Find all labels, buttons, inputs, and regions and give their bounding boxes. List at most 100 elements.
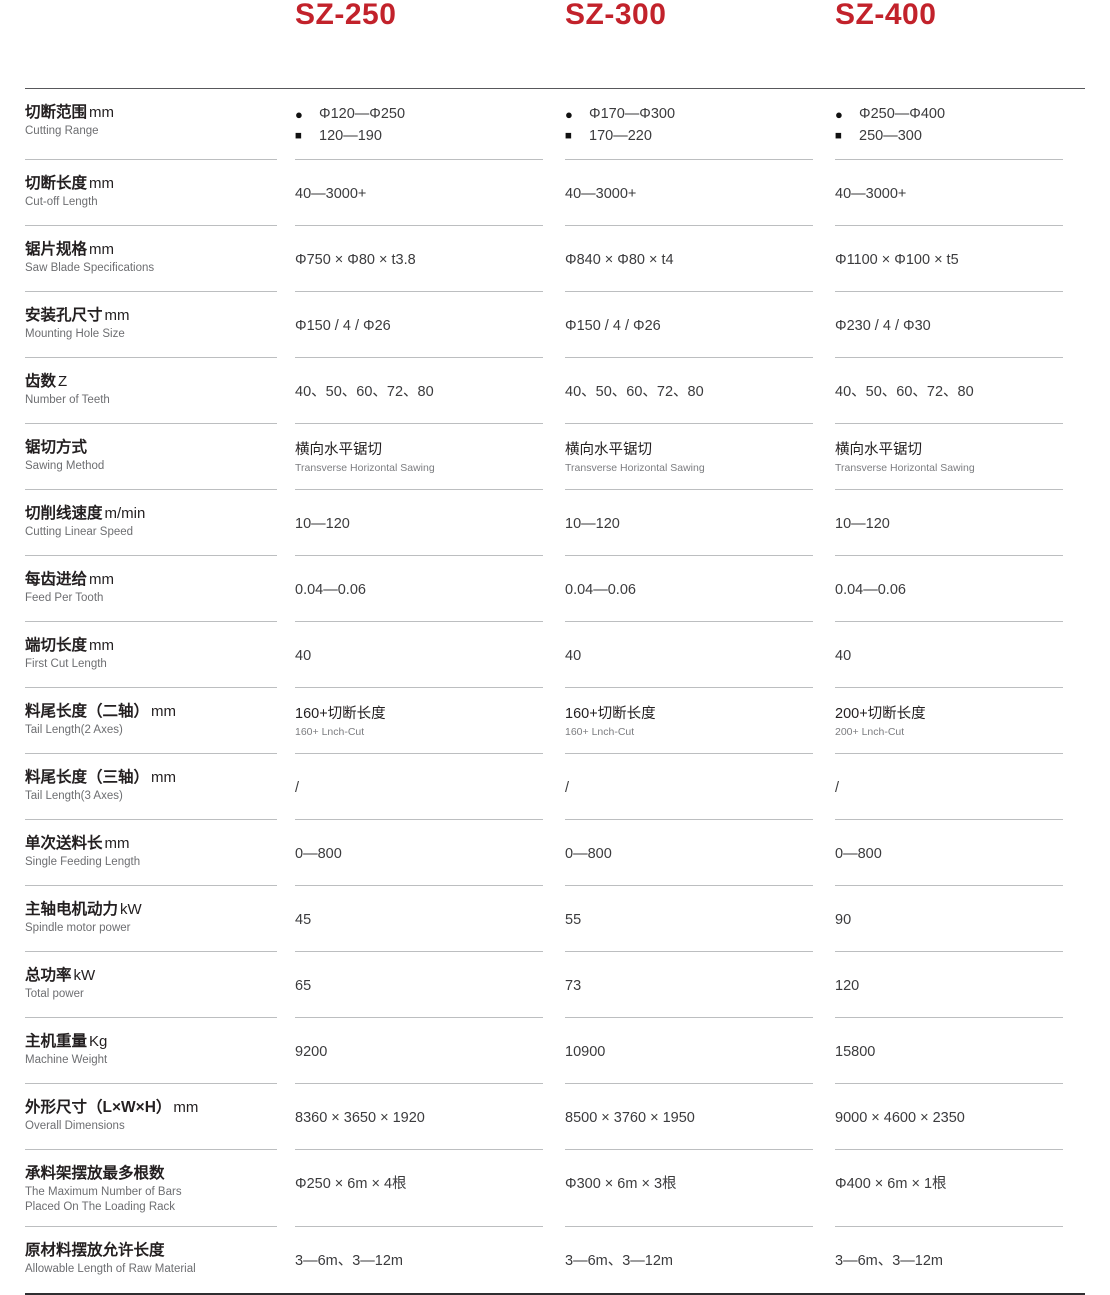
spec-label-en: Allowable Length of Raw Material xyxy=(25,1262,196,1275)
value-text: 0—800 xyxy=(835,845,882,862)
row-divider xyxy=(25,950,277,952)
value-cell-sz300: 0.04—0.06 xyxy=(565,556,835,622)
value-text: 10—120 xyxy=(295,515,350,532)
spec-label-cn: 每齿进给 mm xyxy=(25,570,115,588)
value-text: 10—120 xyxy=(565,515,620,532)
spec-label-cell: 每齿进给 mm Feed Per Tooth xyxy=(25,556,295,622)
round-stock-line: ● Φ250—Φ400 xyxy=(835,103,1063,125)
spec-label-unit: mm xyxy=(89,570,115,588)
row-divider xyxy=(835,620,1063,622)
value-text-cn: 横向水平锯切 xyxy=(835,442,922,459)
value-text-cn: 200+切断长度 xyxy=(835,706,926,723)
value-cell-sz250: 40、50、60、72、80 xyxy=(295,358,565,424)
row-divider xyxy=(295,158,543,160)
spec-label-cell: 外形尺寸（L×W×H） mm Overall Dimensions xyxy=(25,1084,295,1150)
value-cell-sz400: 40 xyxy=(835,622,1085,688)
spec-label-en: Cutting Range xyxy=(25,124,99,137)
spec-label-cell: 锯片规格 mm Saw Blade Specifications xyxy=(25,226,295,292)
value-cell-sz400: 9000 × 4600 × 2350 xyxy=(835,1084,1085,1150)
spec-label-unit xyxy=(87,439,89,456)
row-divider xyxy=(25,224,277,226)
value-text: Φ150 / 4 / Φ26 xyxy=(565,317,661,334)
row-divider xyxy=(565,818,813,820)
table-row: 单次送料长 mm Single Feeding Length 0—800 0—800 0—… xyxy=(25,820,1085,886)
value-text: 3—6m、3—12m xyxy=(835,1252,943,1269)
header-blank-cell xyxy=(25,0,295,88)
row-divider xyxy=(295,224,543,226)
spec-label-unit: mm xyxy=(151,768,177,786)
filled-circle-icon: ● xyxy=(565,106,573,122)
value-text: 40—3000+ xyxy=(295,185,367,202)
value-text: 10—120 xyxy=(835,515,890,532)
value-cell-sz250: 160+切断长度 160+ Lnch-Cut xyxy=(295,688,565,754)
filled-square-icon: ■ xyxy=(835,129,842,142)
spec-label-cn: 原材料摆放允许长度 xyxy=(25,1242,165,1260)
value-text: Φ1100 × Φ100 × t5 xyxy=(835,251,959,268)
table-row: 齿数 Z Number of Teeth 40、50、60、72、80 40、50、60… xyxy=(25,358,1085,424)
table-row: 切断长度 mm Cut-off Length 40—3000+ 40—3000+ 40—3… xyxy=(25,160,1085,226)
filled-square-icon: ■ xyxy=(295,129,302,142)
value-cell-sz250: 40 xyxy=(295,622,565,688)
row-divider xyxy=(295,884,543,886)
value-text: 40—3000+ xyxy=(835,185,907,202)
square-stock-value: 120—190 xyxy=(319,128,382,145)
square-stock-line: ■ 170—220 xyxy=(565,125,813,147)
value-text: 40 xyxy=(565,647,582,664)
value-cell-sz300: 40、50、60、72、80 xyxy=(565,358,835,424)
spec-label-en: Overall Dimensions xyxy=(25,1119,125,1132)
row-divider xyxy=(295,620,543,622)
value-cell-sz300: 横向水平锯切 Transverse Horizontal Sawing xyxy=(565,424,835,490)
row-divider xyxy=(565,752,813,754)
spec-label-en: First Cut Length xyxy=(25,657,107,670)
filled-circle-icon: ● xyxy=(295,106,303,122)
table-row: 料尾长度（二轴） mm Tail Length(2 Axes) 160+切断长度 160… xyxy=(25,688,1085,754)
value-text: 8360 × 3650 × 1920 xyxy=(295,1109,425,1126)
row-divider xyxy=(565,950,813,952)
model-header-row: SZ-250 SZ-300 SZ-400 xyxy=(0,0,1110,88)
table-row: 锯切方式 Sawing Method 横向水平锯切 Transverse Horizo… xyxy=(25,424,1085,490)
value-text: / xyxy=(835,779,840,796)
value-cell-sz400: Φ400 × 6m × 1根 xyxy=(835,1150,1085,1228)
table-top-rule xyxy=(25,88,1085,89)
value-text: Φ150 / 4 / Φ26 xyxy=(295,317,391,334)
filled-square-icon: ■ xyxy=(565,129,572,142)
round-stock-line: ● Φ120—Φ250 xyxy=(295,103,543,125)
table-row: 端切长度 mm First Cut Length 40 40 40 xyxy=(25,622,1085,688)
model-name-label: SZ-400 xyxy=(835,0,937,31)
square-stock-line: ■ 120—190 xyxy=(295,125,543,147)
row-divider xyxy=(295,488,543,490)
value-cell-sz300: Φ300 × 6m × 3根 xyxy=(565,1150,835,1228)
value-cell-sz300: / xyxy=(565,754,835,820)
table-row: 切断范围 mm Cutting Range ● Φ120—Φ250 ■ 120—190 xyxy=(25,89,1085,160)
value-cell-sz250: 0—800 xyxy=(295,820,565,886)
value-text: 73 xyxy=(565,977,582,994)
spec-label-unit: mm xyxy=(89,104,115,121)
row-divider xyxy=(835,554,1063,556)
value-cell-sz300: Φ150 / 4 / Φ26 xyxy=(565,292,835,358)
value-cell-sz400: / xyxy=(835,754,1085,820)
spec-label-cell: 齿数 Z Number of Teeth xyxy=(25,358,295,424)
specification-table: 切断范围 mm Cutting Range ● Φ120—Φ250 ■ 120—190 xyxy=(0,89,1110,1293)
table-row: 每齿进给 mm Feed Per Tooth 0.04—0.06 0.04—0.06 0.… xyxy=(25,556,1085,622)
value-text: 0—800 xyxy=(565,845,612,862)
square-stock-value: 170—220 xyxy=(589,128,652,145)
row-divider xyxy=(295,554,543,556)
value-cell-sz400: Φ1100 × Φ100 × t5 xyxy=(835,226,1085,292)
spec-label-cell: 单次送料长 mm Single Feeding Length xyxy=(25,820,295,886)
row-divider xyxy=(565,1082,813,1084)
value-cell-sz250: 0.04—0.06 xyxy=(295,556,565,622)
value-cell-sz250: 40—3000+ xyxy=(295,160,565,226)
row-divider xyxy=(835,488,1063,490)
row-divider xyxy=(835,752,1063,754)
table-row: 原材料摆放允许长度 Allowable Length of Raw Materia… xyxy=(25,1227,1085,1293)
row-divider xyxy=(295,1148,543,1150)
spec-label-en: Spindle motor power xyxy=(25,921,131,934)
row-divider xyxy=(835,290,1063,292)
value-cell-sz250: 9200 xyxy=(295,1018,565,1084)
value-cell-sz400: ● Φ250—Φ400 ■ 250—300 xyxy=(835,89,1085,160)
spec-label-cn: 切断范围 mm xyxy=(25,104,115,121)
value-text-en: Transverse Horizontal Sawing xyxy=(835,461,975,474)
value-cell-sz400: 120 xyxy=(835,952,1085,1018)
model-name-label: SZ-300 xyxy=(565,0,667,31)
spec-label-en: Cut-off Length xyxy=(25,195,98,208)
